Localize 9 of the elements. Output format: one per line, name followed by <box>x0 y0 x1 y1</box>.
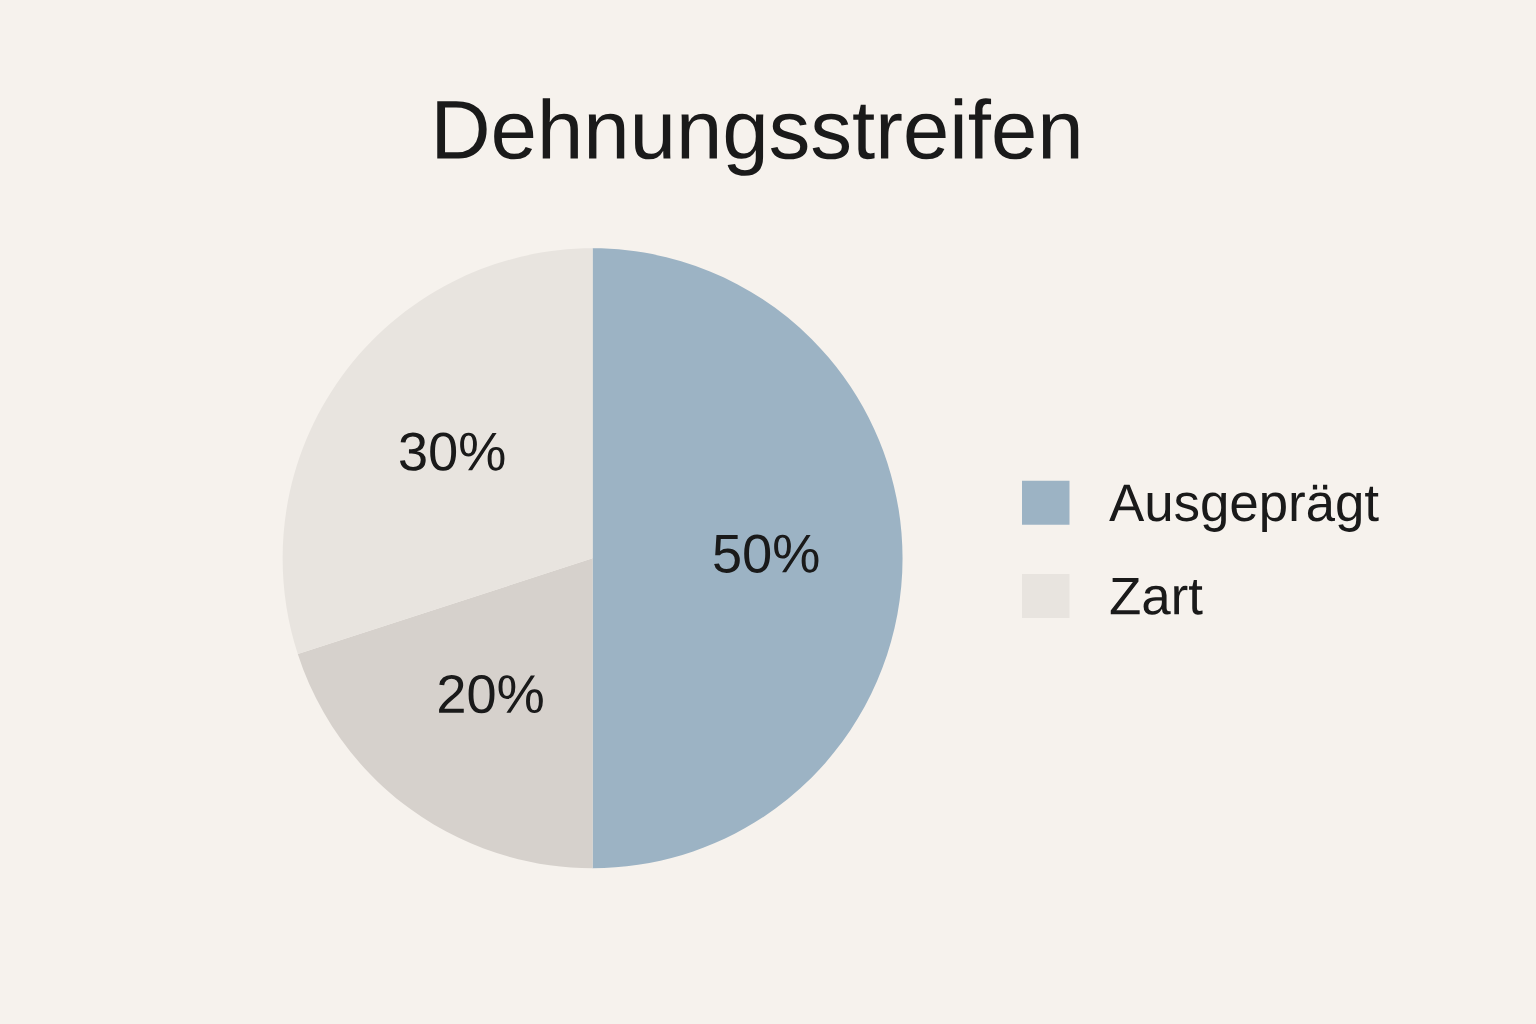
legend-label: Zart <box>1110 577 1203 615</box>
data-label: 30% <box>400 432 505 471</box>
pie-slice <box>592 248 903 869</box>
pie-slice <box>282 248 593 655</box>
legend-label: Ausgeprägt <box>1109 484 1379 532</box>
data-label: 50% <box>714 534 819 573</box>
data-label: 20% <box>439 674 543 714</box>
pie-slice <box>297 558 593 869</box>
chart-title: Dehnungsstreifen <box>437 98 1079 176</box>
